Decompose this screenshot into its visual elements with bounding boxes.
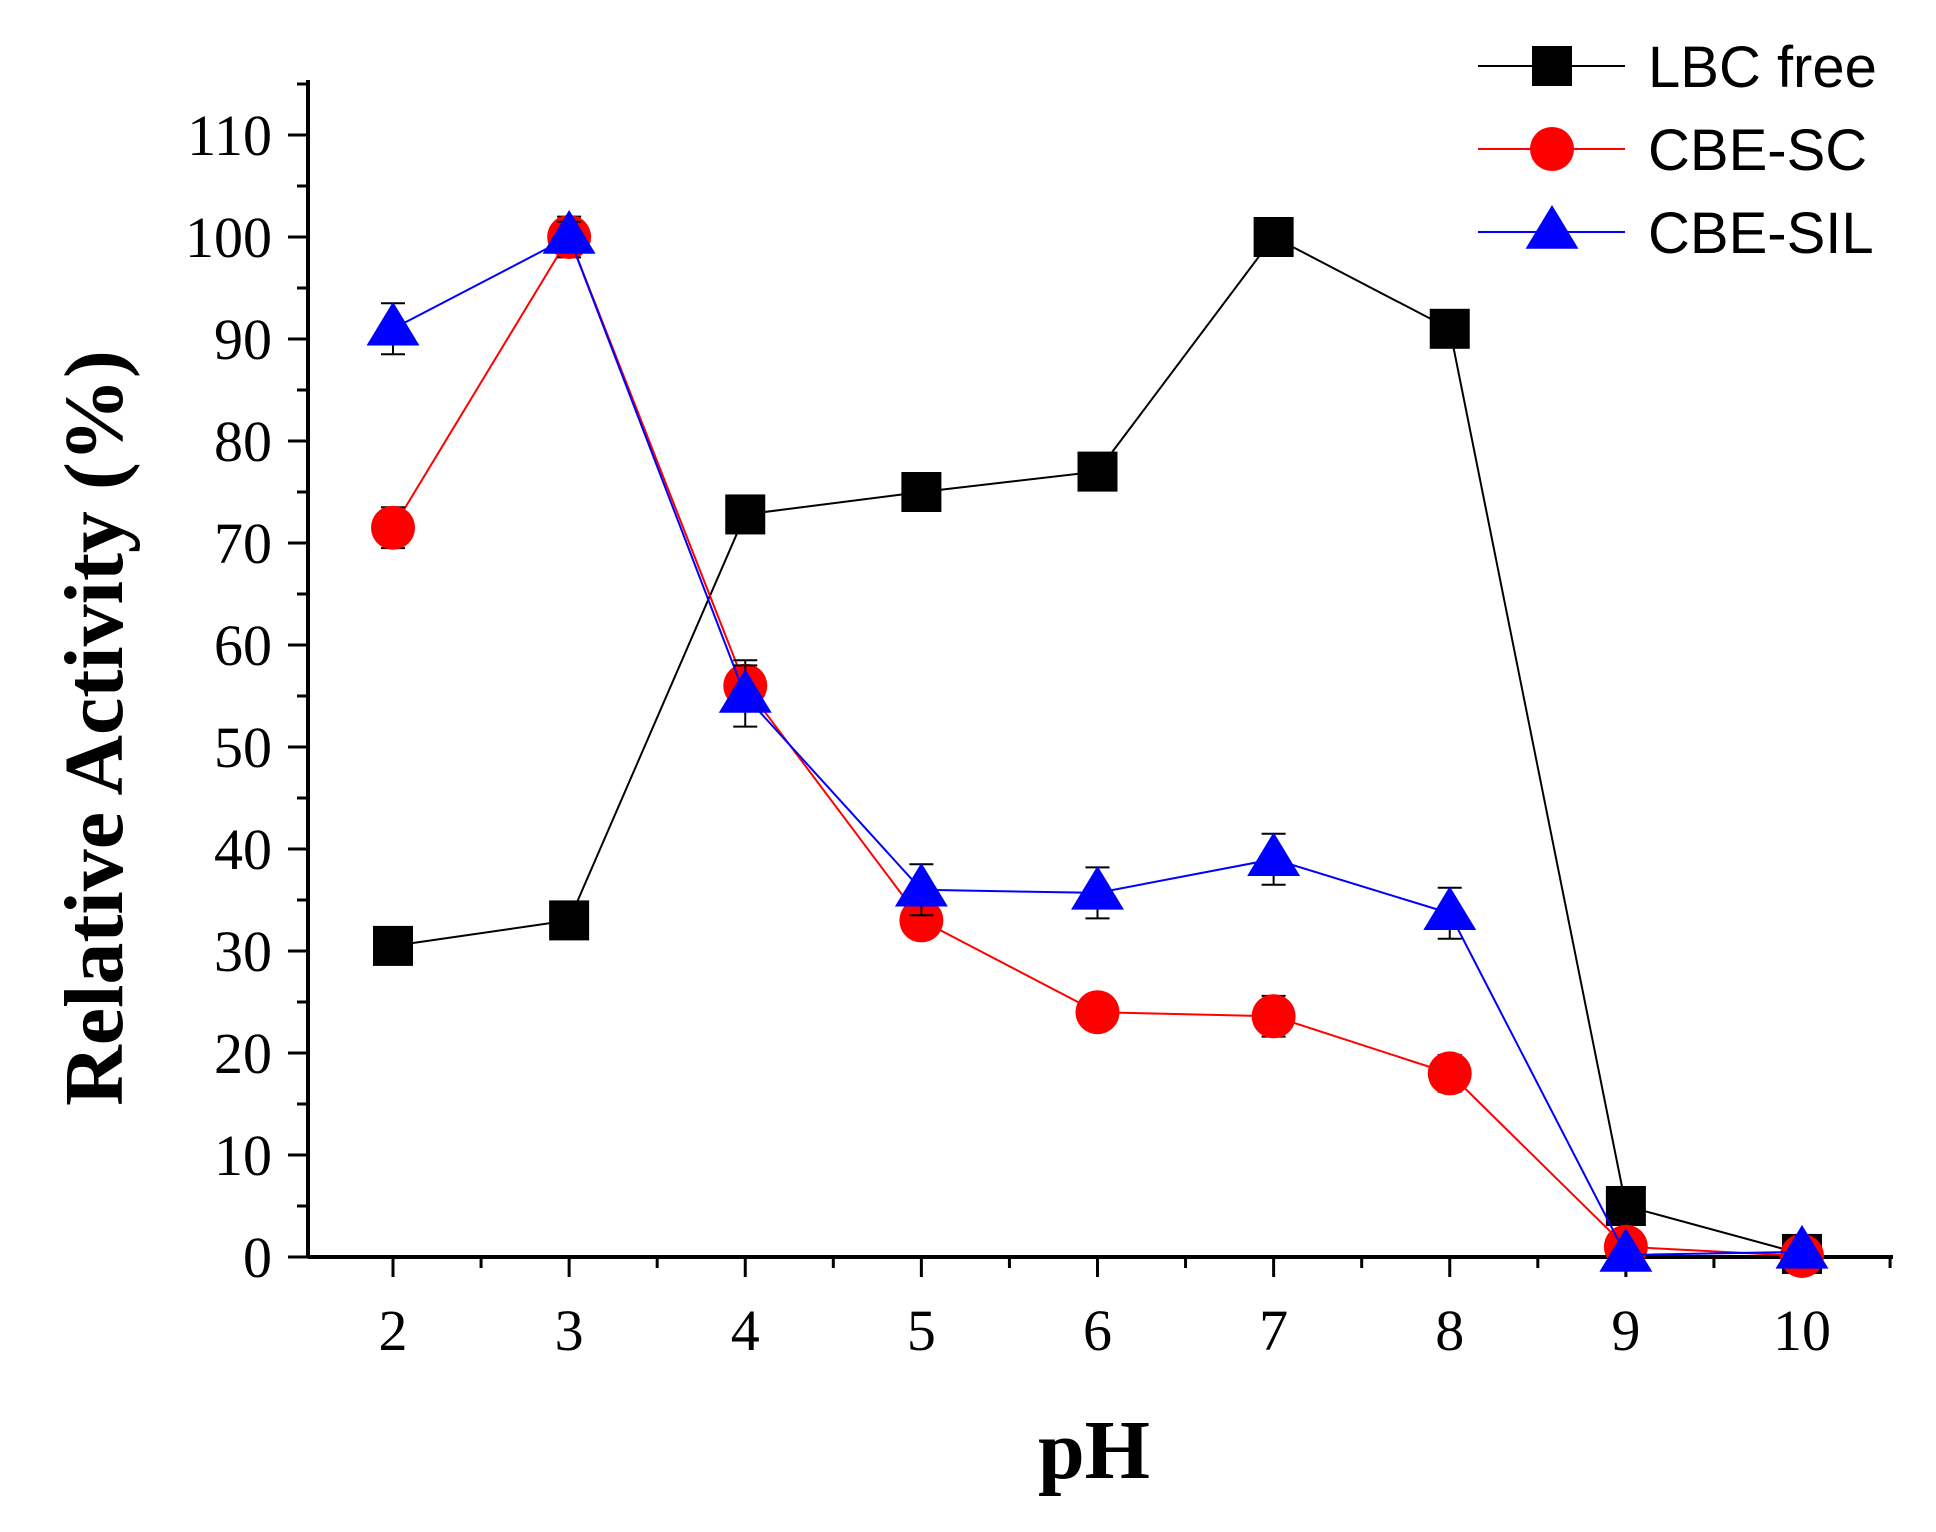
legend-label: LBC free (1648, 35, 1877, 100)
data-point (1775, 1224, 1829, 1269)
legend: LBC free CBE-SC CBE-SIL (1478, 35, 1877, 266)
y-tick-label-40: 40 (214, 817, 272, 882)
data-point (371, 505, 415, 550)
legend-label: CBE-SIL (1648, 201, 1874, 266)
x-tick-label-2: 2 (379, 1298, 408, 1363)
y-tick-label-90: 90 (214, 307, 272, 372)
data-point (1429, 308, 1470, 349)
y-tick-label-60: 60 (214, 613, 272, 678)
legend-marker (1530, 127, 1574, 171)
data-point (1077, 451, 1118, 492)
legend-entry-cbe-sc: CBE-SC (1478, 118, 1867, 183)
x-tick-label-3: 3 (555, 1298, 584, 1363)
series-cbe-sc (371, 215, 1824, 1278)
data-point (718, 669, 772, 713)
y-tick-label-20: 20 (214, 1021, 272, 1086)
x-tick-label-4: 4 (731, 1298, 760, 1363)
series-line (392, 234, 1803, 1257)
data-point (1605, 1186, 1646, 1226)
x-tick-label-7: 7 (1259, 1298, 1288, 1363)
data-point (1253, 217, 1294, 257)
x-axis-title: pH (1038, 1404, 1150, 1497)
series-line (392, 235, 1803, 1255)
data-point (542, 210, 596, 254)
data-point (894, 862, 948, 907)
data-point (1075, 990, 1120, 1035)
x-tick-label-5: 5 (907, 1298, 936, 1363)
legend-label: CBE-SC (1648, 118, 1867, 183)
data-point (725, 494, 766, 535)
y-tick-label-70: 70 (214, 511, 272, 576)
series-lbc-free (373, 217, 1822, 1274)
data-point (901, 472, 942, 512)
data-point (1251, 994, 1296, 1039)
y-axis-title: Relative Activity (%) (48, 350, 141, 1106)
y-tick-label-0: 0 (243, 1225, 272, 1290)
data-point (1427, 1051, 1472, 1096)
series-line (392, 235, 1803, 1256)
y-tick-label-50: 50 (214, 715, 272, 780)
y-tick-label-80: 80 (214, 409, 272, 474)
x-tick-label-6: 6 (1083, 1298, 1112, 1363)
data-point (549, 900, 590, 941)
y-tick-label-110: 110 (187, 103, 272, 168)
data-point (373, 925, 413, 966)
data-point (1423, 886, 1477, 930)
series-cbe-sil (366, 210, 1829, 1272)
data-point (1247, 832, 1301, 876)
data-point (366, 301, 420, 346)
data-point (1599, 1227, 1653, 1272)
legend-marker (1525, 205, 1579, 249)
y-tick-label-100: 100 (185, 205, 272, 270)
y-tick-label-30: 30 (214, 919, 272, 984)
data-point (1071, 865, 1124, 910)
x-tick-label-8: 8 (1435, 1298, 1464, 1363)
data-point (899, 898, 944, 943)
y-tick-label-10: 10 (214, 1123, 272, 1188)
x-tick-label-10: 10 (1773, 1298, 1831, 1363)
legend-entry-cbe-sil: CBE-SIL (1478, 201, 1874, 266)
legend-entry-lbc-free: LBC free (1478, 35, 1877, 100)
series-layer (366, 210, 1829, 1278)
x-tick-label-9: 9 (1611, 1298, 1640, 1363)
legend-marker (1532, 46, 1572, 86)
